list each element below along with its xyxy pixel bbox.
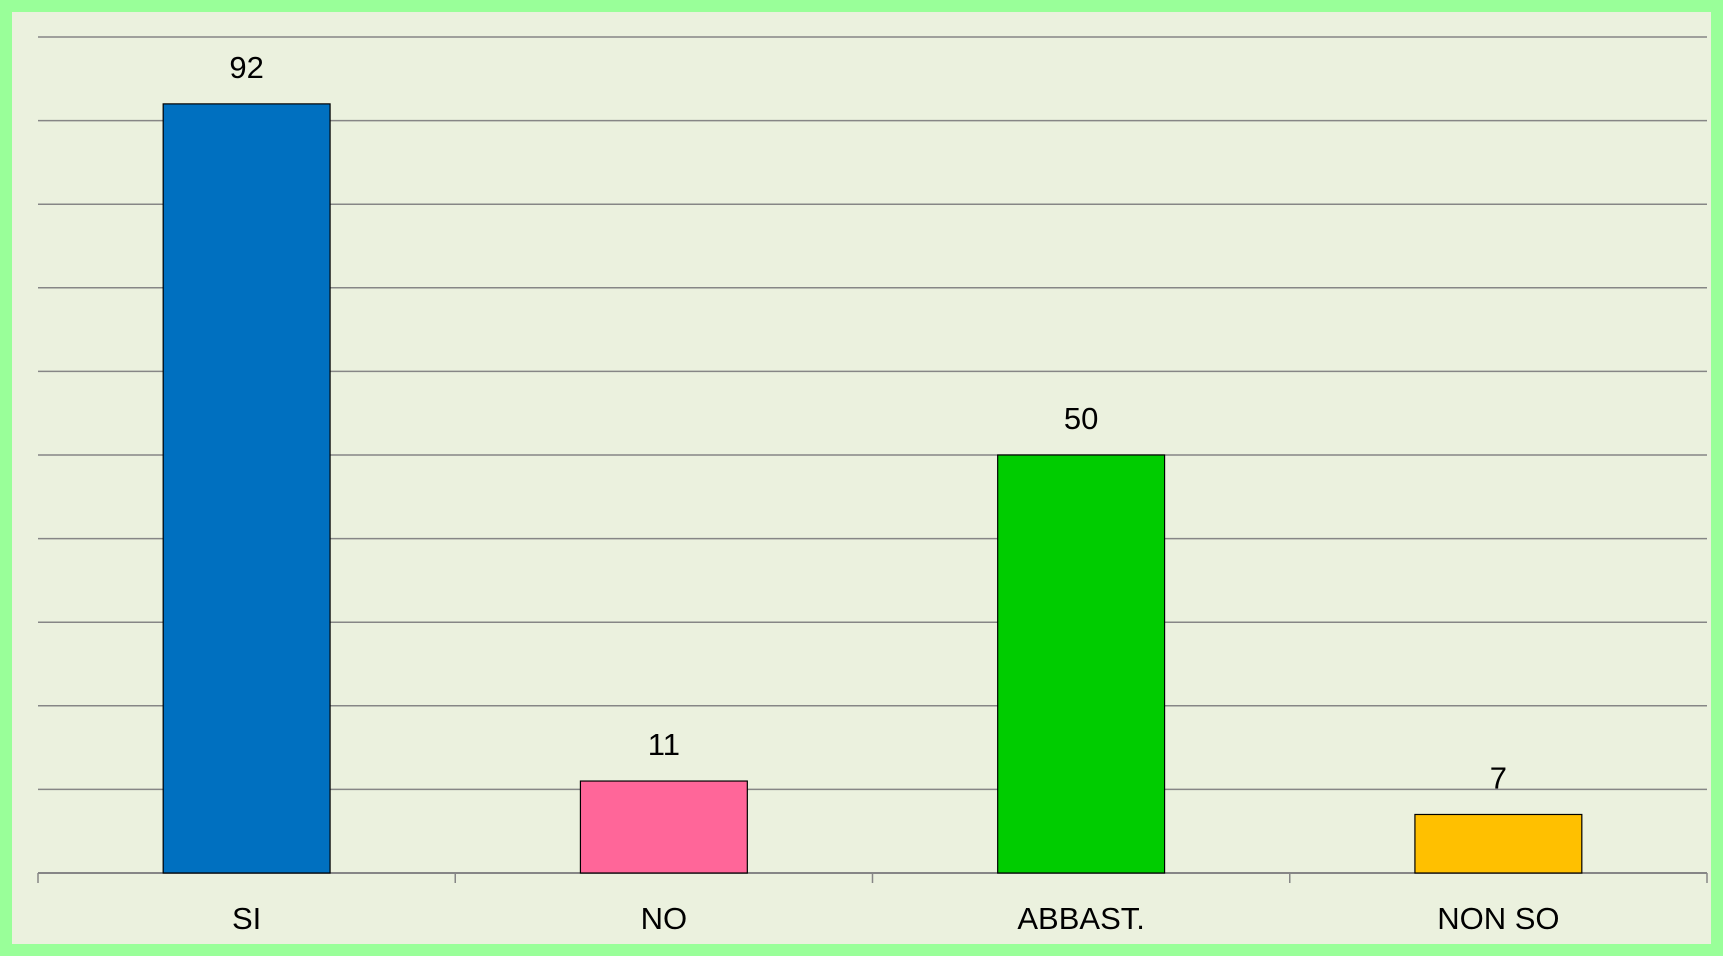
bar: [579, 780, 748, 874]
data-label: 11: [648, 727, 680, 762]
x-tick-label: NON SO: [1437, 901, 1559, 936]
bar: [1414, 813, 1583, 874]
x-tick-label: SI: [232, 901, 261, 936]
data-label: 92: [229, 50, 263, 85]
x-tick-label: ABBAST.: [1017, 901, 1145, 936]
data-label: 7: [1490, 761, 1507, 796]
data-label: 50: [1064, 401, 1098, 436]
bar: [162, 103, 331, 874]
bar: [997, 454, 1166, 874]
x-tick-label: NO: [641, 901, 688, 936]
